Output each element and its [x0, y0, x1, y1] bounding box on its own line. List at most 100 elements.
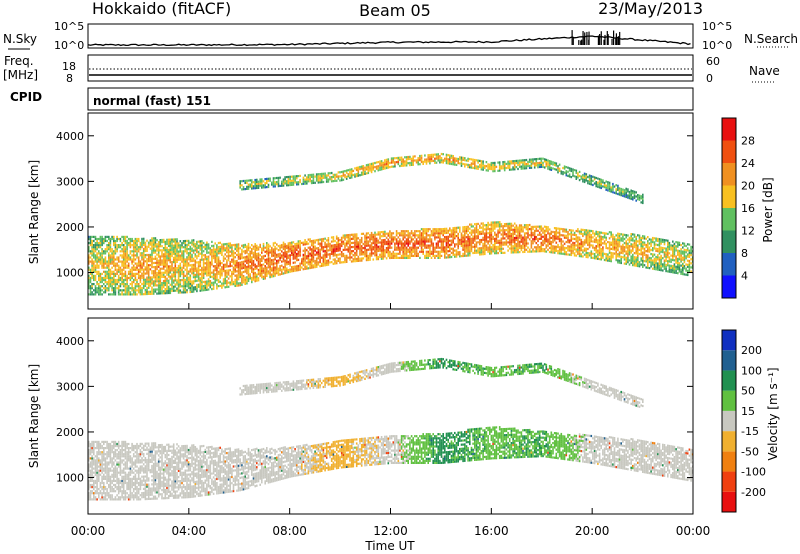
power-cell	[94, 289, 97, 292]
power-cell	[276, 183, 278, 186]
power-cell	[282, 253, 285, 257]
power-cell	[387, 160, 390, 163]
power-cell	[103, 266, 105, 269]
power-cell	[339, 245, 341, 248]
power-cell	[211, 240, 213, 243]
power-cell	[274, 256, 276, 259]
power-cell	[518, 228, 521, 231]
power-cell	[289, 241, 291, 245]
power-cell	[159, 290, 162, 293]
power-cell	[96, 244, 98, 247]
power-cell	[249, 275, 251, 278]
power-cell	[247, 275, 250, 278]
power-cell	[197, 269, 200, 272]
power-cell	[146, 260, 148, 263]
power-cell	[292, 241, 295, 244]
power-cell	[249, 246, 251, 249]
power-cell	[374, 243, 376, 247]
power-cell	[434, 153, 436, 156]
power-cell	[430, 153, 433, 156]
power-cell	[132, 242, 135, 245]
power-cell	[96, 252, 98, 255]
power-cell	[389, 250, 391, 253]
power-cell	[152, 245, 155, 248]
power-cell	[369, 256, 371, 259]
power-cell	[570, 231, 573, 234]
power-cell	[166, 285, 168, 289]
power-cell	[141, 282, 143, 286]
power-cell	[231, 246, 233, 249]
power-cell	[537, 229, 539, 232]
power-cell	[302, 262, 305, 265]
power-cell	[241, 184, 243, 187]
power-cell	[407, 238, 409, 241]
power-cell	[251, 258, 253, 261]
power-cell	[239, 265, 241, 268]
power-cell	[583, 180, 586, 184]
power-cell	[174, 260, 177, 264]
power-cell	[147, 282, 150, 285]
power-cell	[103, 242, 105, 245]
power-cell	[548, 232, 551, 235]
power-cell	[547, 163, 549, 166]
power-cell	[577, 248, 579, 251]
power-cell	[469, 158, 471, 161]
power-cell	[187, 258, 190, 261]
power-cell	[327, 249, 330, 252]
power-cell	[379, 168, 381, 171]
power-cell	[257, 186, 260, 189]
power-cell	[412, 250, 414, 253]
power-cell	[274, 274, 276, 277]
power-cell	[528, 228, 531, 231]
power-cell	[171, 275, 173, 278]
power-cell	[384, 167, 386, 170]
power-cell	[567, 174, 569, 177]
power-cell	[375, 243, 378, 246]
power-cell	[339, 259, 341, 262]
power-cell	[397, 240, 400, 243]
power-cell	[432, 252, 434, 255]
power-cell	[267, 179, 270, 182]
power-cell	[212, 254, 215, 258]
power-cell	[520, 226, 523, 229]
power-cell	[523, 250, 526, 253]
power-cell	[490, 248, 493, 251]
power-cell	[350, 246, 353, 249]
power-cell	[370, 252, 373, 255]
power-cell	[94, 291, 97, 294]
power-cell	[377, 255, 380, 259]
beam-title: Beam 05	[359, 1, 431, 20]
power-cell	[342, 234, 345, 237]
power-cell	[387, 166, 390, 169]
power-cell	[543, 242, 546, 245]
power-cell	[237, 263, 240, 267]
power-cell	[289, 256, 291, 259]
power-cell	[136, 281, 138, 284]
power-cell	[419, 236, 421, 239]
power-cell	[301, 260, 303, 263]
power-cell	[197, 246, 200, 249]
power-cell	[254, 249, 256, 252]
power-cell	[129, 287, 132, 290]
power-cell	[93, 266, 95, 269]
power-cell	[159, 273, 162, 277]
power-cell	[585, 229, 588, 232]
power-cell	[570, 253, 573, 257]
power-cell	[470, 231, 473, 234]
power-cell	[422, 240, 424, 243]
power-cell	[106, 250, 108, 253]
power-cell	[116, 256, 118, 259]
power-cell	[166, 265, 168, 268]
power-cell	[124, 246, 127, 249]
power-cell	[89, 260, 92, 263]
power-cell	[517, 247, 519, 250]
power-cell	[495, 248, 498, 251]
power-cell	[122, 235, 125, 238]
power-cell	[254, 187, 256, 190]
power-cell	[530, 250, 533, 253]
power-cell	[420, 248, 423, 251]
power-cell	[306, 242, 308, 246]
power-cell	[126, 276, 128, 280]
power-cell	[132, 264, 135, 267]
power-cell	[199, 248, 202, 251]
